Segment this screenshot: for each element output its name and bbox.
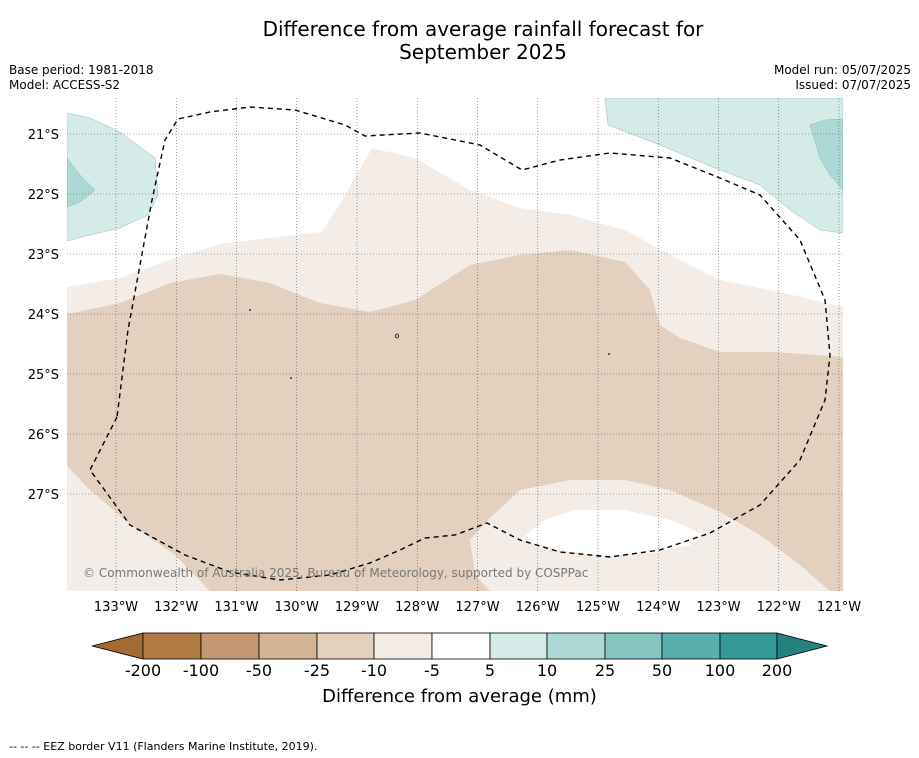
longitude-label: 130°W [275, 600, 319, 615]
footnote-eez: -- -- -- EEZ border V11 (Flanders Marine… [9, 740, 318, 753]
colorbar-tick-label: -100 [183, 661, 219, 680]
latitude-label: 24°S [28, 308, 59, 323]
latitude-labels: 21°S 22°S 23°S 24°S 25°S 26°S 27°S [28, 128, 59, 503]
island-marker [608, 353, 610, 355]
title-line-2: September 2025 [399, 40, 567, 64]
longitude-label: 131°W [214, 600, 258, 615]
run-info: Model run: 05/07/2025 Issued: 07/07/2025 [774, 63, 911, 93]
island-marker [394, 333, 399, 339]
rainfall-map: © Commonwealth of Australia 2025, Bureau… [28, 98, 861, 680]
colorbar-tick-label: 25 [595, 661, 615, 680]
latitude-label: 22°S [28, 188, 59, 203]
region-teal-west [67, 157, 96, 208]
colorbar-extension-low [91, 632, 144, 660]
region-light-teal-west [67, 112, 159, 242]
longitude-labels: 133°W 132°W 131°W 130°W 129°W 128°W 127°W 126°W… [94, 600, 861, 615]
longitude-label: 123°W [696, 600, 740, 615]
longitude-label: 133°W [94, 600, 138, 615]
colorbar-segment [316, 632, 375, 660]
latitude-label: 25°S [28, 368, 59, 383]
longitude-label: 121°W [817, 600, 861, 615]
colorbar-segment [661, 632, 721, 660]
longitude-label: 126°W [516, 600, 560, 615]
region-teal-northeast [809, 118, 843, 191]
island-marker [290, 377, 292, 379]
title-line-1: Difference from average rainfall forecas… [262, 17, 704, 41]
colorbar-segment [431, 632, 491, 660]
latitude-label: 21°S [28, 128, 59, 143]
colorbar: -200 -100 -50 -25 -10 -5 5 10 25 50 100 200 [91, 632, 829, 680]
colorbar-tick-label: 10 [537, 661, 557, 680]
colorbar-segment [373, 632, 433, 660]
colorbar-segment [719, 632, 778, 660]
base-info: Base period: 1981-2018 Model: ACCESS-S2 [9, 63, 154, 93]
longitude-label: 132°W [154, 600, 198, 615]
longitude-label: 122°W [757, 600, 801, 615]
map-title: Difference from average rainfall forecas… [0, 18, 919, 64]
colorbar-segment [546, 632, 606, 660]
latitude-label: 27°S [28, 488, 59, 503]
copyright-notice: © Commonwealth of Australia 2025, Bureau… [83, 566, 588, 580]
model-run: Model run: 05/07/2025 [773, 63, 911, 77]
issued-date: Issued: 07/07/2025 [795, 78, 911, 92]
region-light-tan-south [67, 466, 210, 591]
colorbar-tick-label: -200 [125, 661, 161, 680]
longitude-label: 129°W [335, 600, 379, 615]
colorbar-segment [200, 632, 260, 660]
colorbar-segment [489, 632, 548, 660]
longitude-label: 128°W [395, 600, 439, 615]
latitude-label: 23°S [28, 248, 59, 263]
region-white-southeast [520, 510, 705, 556]
region-light-teal-northeast [604, 98, 843, 234]
colorbar-tick-label: -5 [424, 661, 440, 680]
colorbar-extension-high [776, 632, 829, 660]
colorbar-segment [142, 632, 202, 660]
latitude-label: 26°S [28, 428, 59, 443]
colorbar-tick-label: 50 [652, 661, 672, 680]
model-name: Model: ACCESS-S2 [9, 78, 121, 92]
colorbar-tick-label: 200 [762, 661, 793, 680]
longitude-label: 127°W [455, 600, 499, 615]
colorbar-segment [604, 632, 663, 660]
colorbar-label: Difference from average (mm) [322, 686, 597, 707]
longitude-label: 125°W [576, 600, 620, 615]
colorbar-tick-label: -50 [246, 661, 272, 680]
island-marker [249, 309, 251, 311]
colorbar-tick-label: 5 [485, 661, 495, 680]
colorbar-tick-label: -25 [304, 661, 330, 680]
map-plot-area: © Commonwealth of Australia 2025, Bureau… [67, 98, 843, 591]
colorbar-segment [258, 632, 318, 660]
colorbar-tick-label: -10 [361, 661, 387, 680]
base-period: Base period: 1981-2018 [9, 63, 154, 77]
eez-border [89, 106, 831, 581]
colorbar-tick-label: 100 [705, 661, 736, 680]
graticule [67, 98, 843, 591]
longitude-label: 124°W [636, 600, 680, 615]
